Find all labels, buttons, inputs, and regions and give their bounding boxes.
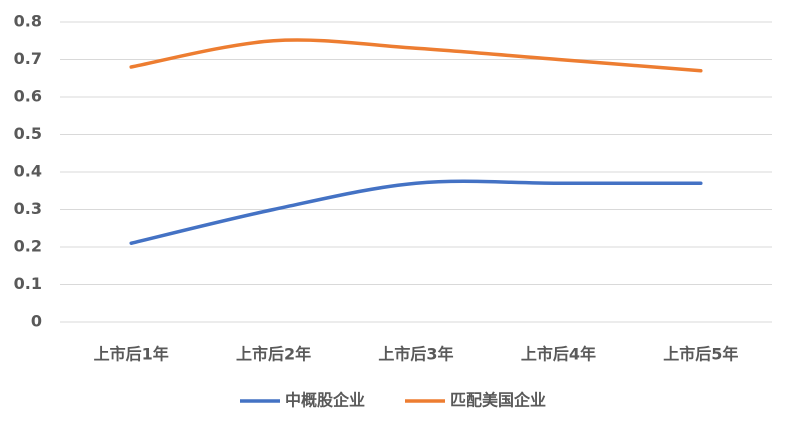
line — [129, 38, 703, 73]
y-tick-label: 0.1 — [14, 274, 42, 293]
y-tick-label: 0.8 — [14, 12, 42, 31]
x-tick-label: 上市后5年 — [663, 345, 738, 364]
y-tick-label: 0.6 — [14, 87, 42, 106]
x-tick-label: 上市后3年 — [378, 345, 453, 364]
y-tick-label: 0.7 — [14, 49, 42, 68]
y-tick-label: 0.3 — [14, 199, 42, 218]
y-tick-label: 0.2 — [14, 237, 42, 256]
legend-label: 中概股企业 — [285, 391, 365, 410]
x-tick-label: 上市后1年 — [94, 345, 169, 364]
y-tick-label: 0 — [31, 312, 42, 331]
y-tick-label: 0.5 — [14, 124, 42, 143]
line — [129, 179, 703, 245]
legend-label: 匹配美国企业 — [450, 391, 546, 410]
x-tick-label: 上市后4年 — [521, 345, 596, 364]
y-tick-label: 0.4 — [14, 162, 42, 181]
x-tick-label: 上市后2年 — [236, 345, 311, 364]
